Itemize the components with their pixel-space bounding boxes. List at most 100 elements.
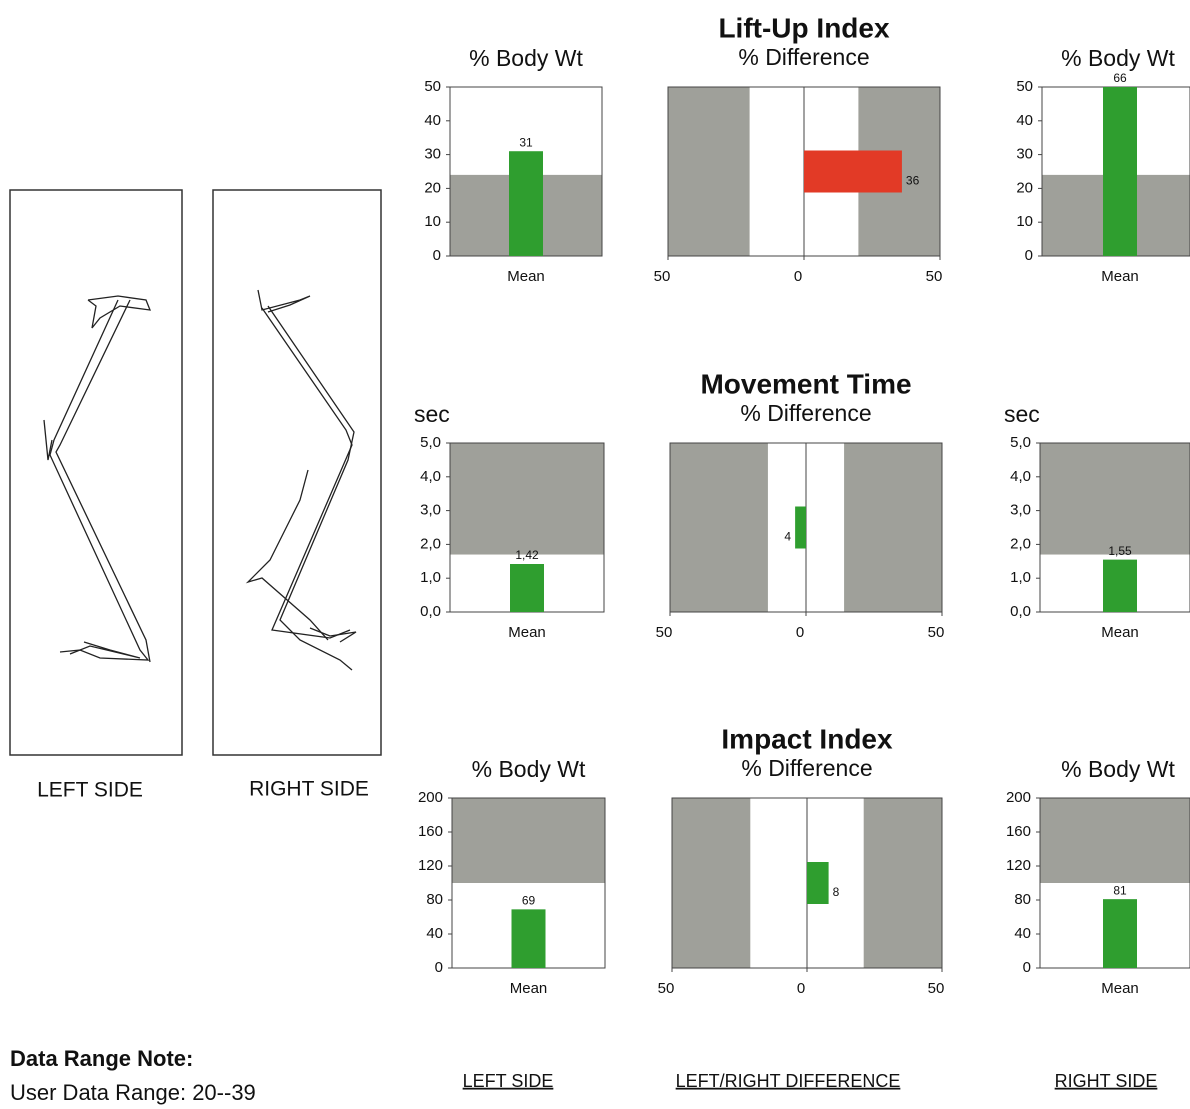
- x-tick-label: Mean: [510, 980, 548, 997]
- bar: [1103, 560, 1137, 612]
- y-tick-label: 0,0: [420, 603, 441, 620]
- y-tick-label: 0: [433, 247, 441, 264]
- shaded-range: [450, 443, 604, 555]
- bar: [509, 151, 543, 256]
- y-tick-label: 160: [1006, 823, 1031, 840]
- x-tick-label: Mean: [507, 268, 545, 285]
- shaded-range: [670, 443, 768, 612]
- y-tick-label: 80: [426, 891, 443, 908]
- y-tick-label: 30: [1016, 146, 1033, 163]
- value-label: 1,42: [515, 548, 539, 562]
- note-title: Data Range Note:: [10, 1046, 193, 1071]
- y-tick-label: 0: [435, 959, 443, 976]
- x-tick-label: 50: [656, 624, 673, 641]
- x-tick-label: 50: [928, 980, 945, 997]
- y-tick-label: 50: [424, 78, 441, 95]
- bar: [804, 151, 902, 193]
- column-label: RIGHT SIDE: [1055, 1071, 1158, 1091]
- y-tick-label: 50: [1016, 78, 1033, 95]
- y-axis-label: % Body Wt: [472, 756, 586, 782]
- y-tick-label: 1,0: [420, 569, 441, 586]
- y-tick-label: 5,0: [420, 434, 441, 451]
- value-label: 81: [1113, 883, 1127, 897]
- bar: [512, 909, 546, 968]
- y-tick-label: 40: [424, 112, 441, 129]
- value-label: 4: [784, 530, 791, 544]
- y-tick-label: 10: [424, 213, 441, 230]
- y-tick-label: 20: [424, 179, 441, 196]
- y-tick-label: 5,0: [1010, 434, 1031, 451]
- y-tick-label: 40: [426, 925, 443, 942]
- y-tick-label: 0: [1025, 247, 1033, 264]
- shaded-range: [1040, 443, 1190, 555]
- right-stick-figure: [248, 290, 356, 670]
- shaded-range: [844, 443, 942, 612]
- shaded-range: [668, 87, 750, 256]
- figure-label: LEFT SIDE: [37, 779, 143, 802]
- y-tick-label: 40: [1014, 925, 1031, 942]
- y-tick-label: 120: [1006, 857, 1031, 874]
- value-label: 66: [1113, 71, 1127, 85]
- subtitle: % Difference: [741, 755, 872, 781]
- x-tick-label: 0: [797, 980, 805, 997]
- section-title: Impact Index: [721, 723, 893, 754]
- bar: [807, 862, 829, 904]
- page: LEFT SIDE RIGHT SIDE Data Range Note: Us…: [0, 0, 1190, 1109]
- x-tick-label: 0: [796, 624, 804, 641]
- section-title: Movement Time: [700, 368, 911, 399]
- y-axis-label: % Body Wt: [469, 45, 583, 71]
- y-tick-label: 40: [1016, 112, 1033, 129]
- y-tick-label: 2,0: [420, 535, 441, 552]
- figure-label: RIGHT SIDE: [249, 778, 369, 801]
- y-tick-label: 20: [1016, 179, 1033, 196]
- y-axis-label: % Body Wt: [1061, 756, 1175, 782]
- section-title: Lift-Up Index: [718, 12, 890, 43]
- bar: [510, 564, 544, 612]
- x-tick-label: 50: [658, 980, 675, 997]
- shaded-range: [672, 798, 750, 968]
- value-label: 36: [906, 174, 920, 188]
- x-tick-label: 50: [928, 624, 945, 641]
- shaded-range: [1040, 798, 1190, 883]
- y-axis-label: sec: [1004, 401, 1040, 427]
- note: User Data Range: 20--39: [10, 1080, 256, 1105]
- left-stick-figure: [44, 296, 150, 662]
- x-tick-label: Mean: [1101, 980, 1139, 997]
- y-tick-label: 80: [1014, 891, 1031, 908]
- x-tick-label: Mean: [1101, 624, 1139, 641]
- x-tick-label: Mean: [508, 624, 546, 641]
- shaded-range: [452, 798, 605, 883]
- subtitle: % Difference: [740, 400, 871, 426]
- y-tick-label: 10: [1016, 213, 1033, 230]
- value-label: 69: [522, 894, 536, 908]
- x-tick-label: Mean: [1101, 268, 1139, 285]
- x-tick-label: 0: [794, 268, 802, 285]
- y-tick-label: 200: [418, 789, 443, 806]
- column-label: LEFT/RIGHT DIFFERENCE: [676, 1071, 901, 1091]
- y-tick-label: 120: [418, 857, 443, 874]
- value-label: 8: [833, 885, 840, 899]
- value-label: 31: [519, 135, 533, 149]
- y-tick-label: 30: [424, 146, 441, 163]
- y-tick-label: 0,0: [1010, 603, 1031, 620]
- shaded-range: [864, 798, 942, 968]
- y-tick-label: 2,0: [1010, 535, 1031, 552]
- y-axis-label: % Body Wt: [1061, 45, 1175, 71]
- subtitle: % Difference: [738, 44, 869, 70]
- y-tick-label: 3,0: [420, 502, 441, 519]
- value-label: 1,55: [1108, 544, 1132, 558]
- right-figure-frame: [213, 190, 381, 755]
- y-tick-label: 3,0: [1010, 502, 1031, 519]
- left-figure-frame: [10, 190, 182, 755]
- y-tick-label: 200: [1006, 789, 1031, 806]
- y-tick-label: 1,0: [1010, 569, 1031, 586]
- x-tick-label: 50: [926, 268, 943, 285]
- y-tick-label: 4,0: [1010, 468, 1031, 485]
- y-tick-label: 0: [1023, 959, 1031, 976]
- y-tick-label: 160: [418, 823, 443, 840]
- column-label: LEFT SIDE: [463, 1071, 554, 1091]
- bar: [1103, 899, 1137, 968]
- y-tick-label: 4,0: [420, 468, 441, 485]
- bar: [795, 507, 806, 549]
- y-axis-label: sec: [414, 401, 450, 427]
